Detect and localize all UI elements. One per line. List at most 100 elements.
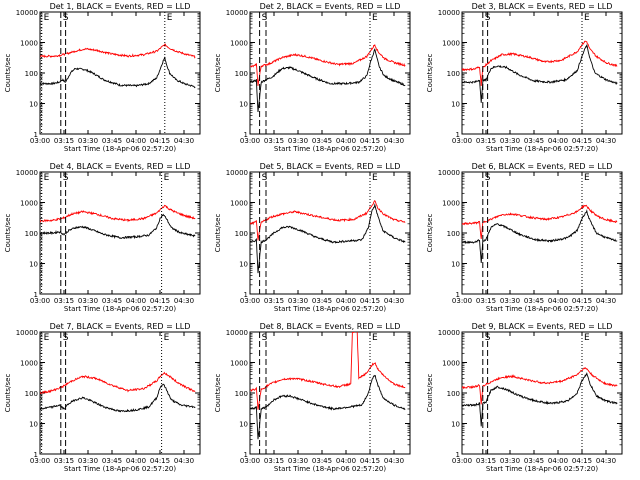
- y-tick-label: 10000: [438, 9, 460, 17]
- x-axis-label: Start Time (18-Apr-06 02:57:20): [274, 305, 386, 313]
- events-series-line: [40, 213, 196, 240]
- x-tick-label: 03:45: [312, 137, 332, 145]
- panel-title: Det 6, BLACK = Events, RED = LLD: [472, 162, 613, 171]
- y-axis-label: Counts/sec: [4, 374, 12, 413]
- x-tick-label: 03:30: [78, 457, 98, 465]
- panel-det-1: Det 1, BLACK = Events, RED = LLD 1 10 100 10…: [4, 2, 201, 153]
- y-tick-label: 10000: [438, 329, 460, 337]
- y-tick-label: 10000: [226, 9, 248, 17]
- e-marker-label: E: [164, 173, 170, 183]
- lld-series-line: [250, 332, 406, 410]
- x-tick-label: 04:15: [360, 457, 380, 465]
- panel-det-6: Det 6, BLACK = Events, RED = LLD 1 10 100 10…: [426, 162, 623, 313]
- plot-frame: [39, 171, 201, 295]
- x-tick-label: 04:30: [384, 137, 404, 145]
- x-tick-label: 04:00: [336, 297, 356, 305]
- x-tick-label: 04:00: [126, 137, 146, 145]
- x-tick-label: 03:30: [78, 137, 98, 145]
- plot-frame: [39, 331, 201, 455]
- panel-title: Det 7, BLACK = Events, RED = LLD: [50, 322, 191, 331]
- x-tick-label: 03:15: [476, 137, 496, 145]
- e-marker-label: E: [584, 333, 590, 343]
- s-marker-label: S: [262, 13, 268, 23]
- lld-series-line: [250, 43, 406, 86]
- e-marker-label: E: [164, 333, 170, 343]
- x-tick-label: 04:15: [572, 137, 592, 145]
- x-axis-label: Start Time (18-Apr-06 02:57:20): [486, 465, 598, 473]
- e-marker-label: E: [167, 13, 173, 23]
- y-tick-label: 1000: [230, 40, 248, 48]
- x-tick-label: 03:30: [288, 297, 308, 305]
- e-marker-label: E: [44, 173, 50, 183]
- x-tick-label: 04:15: [360, 137, 380, 145]
- x-tick-label: 03:30: [288, 137, 308, 145]
- x-tick-label: 04:15: [572, 297, 592, 305]
- panel-det-8: Det 8, BLACK = Events, RED = LLD 1 10 100 10…: [214, 322, 411, 473]
- x-tick-label: 03:00: [30, 297, 50, 305]
- y-tick-label: 100: [25, 390, 38, 398]
- x-tick-label: 03:45: [312, 457, 332, 465]
- y-axis-label: Counts/sec: [4, 214, 12, 253]
- x-tick-label: 03:45: [102, 457, 122, 465]
- x-tick-label: 04:30: [174, 137, 194, 145]
- y-tick-label: 10: [451, 101, 460, 109]
- y-axis-label: Counts/sec: [426, 374, 434, 413]
- x-tick-label: 04:30: [384, 297, 404, 305]
- lld-series-line: [40, 371, 196, 395]
- x-tick-label: 03:00: [30, 137, 50, 145]
- x-axis-label: Start Time (18-Apr-06 02:57:20): [274, 145, 386, 153]
- e-marker-label: E: [44, 333, 50, 343]
- lld-series-line: [462, 40, 618, 87]
- panel-det-4: Det 4, BLACK = Events, RED = LLD 1 10 100 10…: [4, 162, 201, 313]
- x-tick-label: 03:00: [240, 297, 260, 305]
- lld-series-line: [462, 367, 618, 405]
- x-tick-label: 04:00: [126, 297, 146, 305]
- plot-frame: [39, 11, 201, 135]
- y-tick-label: 10000: [438, 169, 460, 177]
- x-tick-label: 03:45: [102, 297, 122, 305]
- y-tick-label: 10: [29, 101, 38, 109]
- y-tick-label: 1000: [230, 360, 248, 368]
- panel-title: Det 9, BLACK = Events, RED = LLD: [472, 322, 613, 331]
- y-tick-label: 10000: [16, 9, 38, 17]
- y-tick-label: 1000: [20, 40, 38, 48]
- x-tick-label: 03:15: [54, 297, 74, 305]
- e-marker-label: E: [584, 173, 590, 183]
- y-axis-label: Counts/sec: [214, 374, 222, 413]
- y-tick-label: 1: [244, 451, 248, 459]
- y-tick-label: 10000: [226, 329, 248, 337]
- panel-det-3: Det 3, BLACK = Events, RED = LLD 1 10 100 10…: [426, 2, 623, 153]
- x-tick-label: 04:15: [572, 457, 592, 465]
- y-tick-label: 1000: [230, 200, 248, 208]
- panel-det-9: Det 9, BLACK = Events, RED = LLD 1 10 100 10…: [426, 322, 623, 473]
- y-tick-label: 1: [244, 131, 248, 139]
- y-tick-label: 10000: [16, 329, 38, 337]
- plot-frame: [249, 11, 411, 135]
- x-tick-label: 03:30: [78, 297, 98, 305]
- x-tick-label: 03:00: [452, 137, 472, 145]
- panel-title: Det 2, BLACK = Events, RED = LLD: [260, 2, 401, 11]
- e-marker-label: E: [584, 13, 590, 23]
- events-series-line: [250, 203, 406, 274]
- x-tick-label: 04:30: [384, 457, 404, 465]
- x-axis-label: Start Time (18-Apr-06 02:57:20): [64, 145, 176, 153]
- x-axis-label: Start Time (18-Apr-06 02:57:20): [486, 145, 598, 153]
- x-tick-label: 04:00: [336, 457, 356, 465]
- x-axis-label: Start Time (18-Apr-06 02:57:20): [486, 305, 598, 313]
- plot-frame: [249, 331, 411, 455]
- e-marker-label: E: [372, 13, 378, 23]
- x-tick-label: 03:15: [54, 457, 74, 465]
- x-tick-label: 03:00: [452, 297, 472, 305]
- x-axis-label: Start Time (18-Apr-06 02:57:20): [274, 465, 386, 473]
- x-tick-label: 04:30: [596, 297, 616, 305]
- x-tick-label: 04:30: [596, 457, 616, 465]
- lld-series-line: [462, 204, 618, 239]
- x-tick-label: 03:15: [264, 297, 284, 305]
- y-tick-label: 1000: [442, 200, 460, 208]
- panel-title: Det 3, BLACK = Events, RED = LLD: [472, 2, 613, 11]
- y-tick-label: 10: [29, 421, 38, 429]
- y-axis-label: Counts/sec: [214, 54, 222, 93]
- x-tick-label: 03:15: [264, 457, 284, 465]
- x-tick-label: 04:30: [596, 137, 616, 145]
